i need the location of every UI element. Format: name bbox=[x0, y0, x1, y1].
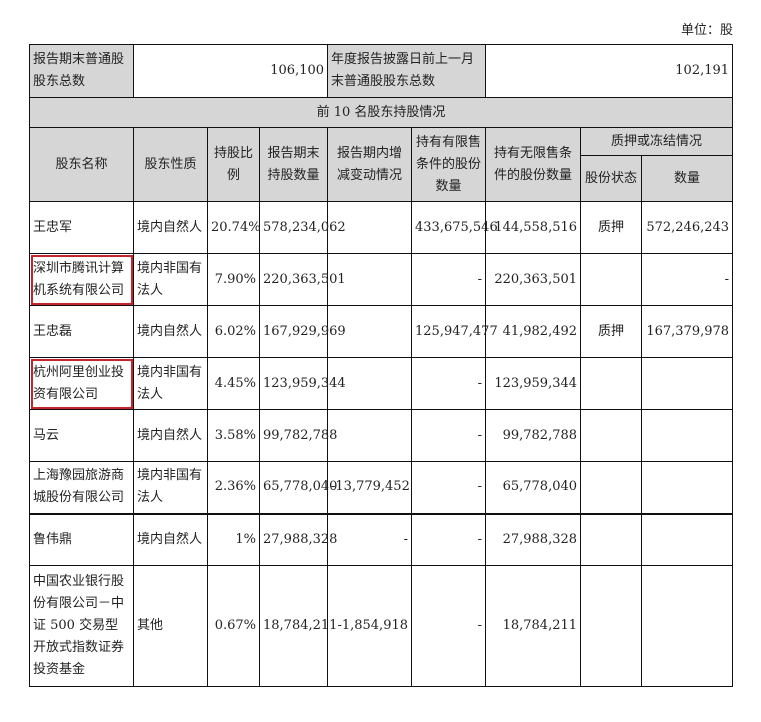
cell-change: - bbox=[327, 512, 413, 566]
cell-ratio: 2.36% bbox=[207, 461, 260, 514]
cell-unrestricted: 123,959,344 bbox=[485, 357, 582, 410]
header-pledge: 质押或冻结情况 bbox=[580, 127, 734, 156]
cell-nature: 境内非国有法人 bbox=[133, 253, 208, 306]
header-ratio: 持股比例 bbox=[207, 127, 260, 202]
header-name: 股东名称 bbox=[29, 127, 134, 202]
summary-row: 报告期末普通股股东总数 106,100 年度报告披露日前上一月末普通股股东总数 … bbox=[29, 44, 734, 98]
cell-end-qty: 65,778,040 bbox=[258, 461, 337, 514]
cell-unrestricted: 27,988,328 bbox=[485, 512, 582, 566]
cell-end-qty: 167,929,969 bbox=[258, 305, 346, 358]
cell-ratio: 0.67% bbox=[207, 565, 260, 687]
cell-pledge-qty bbox=[641, 461, 734, 514]
cell-pledge-qty: - bbox=[641, 253, 734, 306]
shareholder-table: 报告期末普通股股东总数 106,100 年度报告披露日前上一月末普通股股东总数 … bbox=[28, 44, 734, 687]
table-row: 王忠磊 境内自然人 6.02% 167,929,969 125,947,477 41,98… bbox=[29, 305, 734, 358]
cell-pledge-status bbox=[580, 461, 643, 514]
unit-label: 单位：股 bbox=[680, 23, 733, 38]
cell-name: 王忠磊 bbox=[29, 305, 134, 358]
cell-unrestricted: 220,363,501 bbox=[485, 253, 582, 306]
header-end-qty: 报告期末持股数量 bbox=[258, 127, 329, 202]
cell-nature: 境内自然人 bbox=[133, 305, 208, 358]
cell-nature: 境内非国有法人 bbox=[133, 461, 208, 514]
cell-name: 王忠军 bbox=[29, 201, 134, 254]
cell-restricted: - bbox=[411, 357, 487, 410]
cell-restricted: 125,947,477 bbox=[411, 305, 498, 358]
table-row: 上海豫园旅游商城股份有限公司 境内非国有法人 2.36% 65,778,040 -13,… bbox=[29, 461, 734, 514]
cell-ratio: 7.90% bbox=[207, 253, 260, 306]
cell-pledge-qty bbox=[641, 512, 734, 566]
cell-ratio: 20.74% bbox=[207, 201, 261, 254]
cell-unrestricted: 144,558,516 bbox=[485, 201, 582, 254]
cell-end-qty: 27,988,328 bbox=[258, 512, 337, 566]
table-row: 中国农业银行股份有限公司－中证 500 交易型开放式指数证券投资基金 其他 0.67… bbox=[29, 565, 734, 687]
cell-nature: 其他 bbox=[133, 565, 208, 687]
table-row: 鲁伟鼎 境内自然人 1% 27,988,328- -27,988,328 bbox=[29, 512, 734, 566]
cell-name: 杭州阿里创业投资有限公司 bbox=[29, 357, 134, 410]
cell-pledge-status: 质押 bbox=[580, 201, 643, 254]
table-row: 深圳市腾讯计算机系统有限公司 境内非国有法人 7.90% 220,363,501-22… bbox=[29, 253, 734, 306]
cell-nature: 境内自然人 bbox=[133, 201, 208, 254]
cell-name: 鲁伟鼎 bbox=[29, 512, 134, 566]
cell-change: -1,854,918 bbox=[327, 565, 413, 687]
header-restricted: 持有有限售条件的股份数量 bbox=[411, 127, 487, 202]
total-holders-label: 报告期末普通股股东总数 bbox=[29, 44, 134, 98]
cell-end-qty: 18,784,211 bbox=[258, 565, 337, 687]
table-row: 杭州阿里创业投资有限公司 境内非国有法人 4.45% 123,959,344-123,… bbox=[29, 357, 734, 410]
cell-end-qty: 220,363,501 bbox=[258, 253, 346, 306]
cell-restricted: - bbox=[411, 461, 487, 514]
cell-nature: 境内自然人 bbox=[133, 409, 208, 462]
table-row: 马云 境内自然人 3.58% 99,782,788-99,782,788 bbox=[29, 409, 734, 462]
header-row: 股东名称 股东性质 持股比例 报告期末持股数量 报告期内增减变动情况 持有有限售… bbox=[29, 127, 734, 202]
cell-restricted: - bbox=[411, 565, 487, 687]
cell-pledge-status bbox=[580, 409, 643, 462]
cell-end-qty: 578,234,062 bbox=[258, 201, 346, 254]
cell-restricted: - bbox=[411, 253, 487, 306]
cell-restricted: - bbox=[411, 512, 487, 566]
cell-name: 深圳市腾讯计算机系统有限公司 bbox=[29, 253, 134, 306]
cell-pledge-status bbox=[580, 512, 643, 566]
cell-pledge-qty bbox=[641, 357, 734, 410]
prev-month-holders-label: 年度报告披露日前上一月末普通股股东总数 bbox=[327, 44, 487, 98]
cell-pledge-qty: 572,246,243 bbox=[641, 201, 734, 254]
total-holders-value: 106,100 bbox=[132, 44, 329, 98]
header-nature: 股东性质 bbox=[133, 127, 208, 202]
header-pledge-status: 股份状态 bbox=[580, 155, 643, 202]
cell-pledge-status bbox=[580, 357, 643, 410]
cell-ratio: 1% bbox=[207, 512, 260, 566]
cell-pledge-qty bbox=[641, 565, 734, 687]
prev-month-holders-value: 102,191 bbox=[485, 44, 734, 98]
cell-pledge-qty bbox=[641, 409, 734, 462]
cell-nature: 境内非国有法人 bbox=[133, 357, 208, 410]
cell-end-qty: 123,959,344 bbox=[258, 357, 346, 410]
cell-unrestricted: 41,982,492 bbox=[485, 305, 582, 358]
cell-ratio: 3.58% bbox=[207, 409, 260, 462]
cell-pledge-status: 质押 bbox=[580, 305, 643, 358]
cell-end-qty: 99,782,788 bbox=[258, 409, 337, 462]
section-title: 前 10 名股东持股情况 bbox=[28, 97, 734, 128]
cell-restricted: - bbox=[411, 409, 487, 462]
header-unrestricted: 持有无限售条件的股份数量 bbox=[485, 127, 582, 202]
cell-name: 中国农业银行股份有限公司－中证 500 交易型开放式指数证券投资基金 bbox=[29, 565, 134, 687]
cell-pledge-qty: 167,379,978 bbox=[641, 305, 734, 358]
cell-unrestricted: 18,784,211 bbox=[485, 565, 582, 687]
cell-name: 马云 bbox=[29, 409, 134, 462]
table-row: 王忠军 境内自然人 20.74% 578,234,062 433,675,546 144,… bbox=[29, 201, 734, 254]
cell-ratio: 6.02% bbox=[207, 305, 260, 358]
cell-change bbox=[327, 305, 413, 358]
cell-unrestricted: 65,778,040 bbox=[485, 461, 582, 514]
cell-change: -13,779,452 bbox=[327, 461, 413, 514]
cell-change bbox=[327, 409, 413, 462]
cell-nature: 境内自然人 bbox=[133, 512, 208, 566]
cell-pledge-status bbox=[580, 253, 643, 306]
cell-name: 上海豫园旅游商城股份有限公司 bbox=[29, 461, 134, 514]
cell-restricted: 433,675,546 bbox=[411, 201, 498, 254]
header-pledge-qty: 数量 bbox=[641, 155, 734, 202]
cell-ratio: 4.45% bbox=[207, 357, 260, 410]
cell-unrestricted: 99,782,788 bbox=[485, 409, 582, 462]
cell-pledge-status bbox=[580, 565, 643, 687]
header-change: 报告期内增减变动情况 bbox=[327, 127, 413, 202]
